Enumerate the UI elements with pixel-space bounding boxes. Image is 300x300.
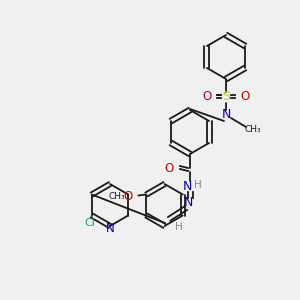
Text: CH₃: CH₃ (108, 192, 125, 201)
Text: N: N (182, 179, 192, 193)
Text: N: N (106, 221, 114, 235)
Text: O: O (124, 190, 133, 203)
Text: S: S (222, 91, 230, 103)
Text: H: H (194, 180, 202, 190)
Text: N: N (221, 109, 231, 122)
Text: O: O (202, 89, 211, 103)
Text: O: O (240, 89, 250, 103)
Text: CH₃: CH₃ (245, 125, 261, 134)
Text: Cl: Cl (84, 218, 95, 227)
Text: O: O (164, 161, 174, 175)
Text: H: H (175, 222, 183, 232)
Text: N: N (183, 196, 193, 209)
